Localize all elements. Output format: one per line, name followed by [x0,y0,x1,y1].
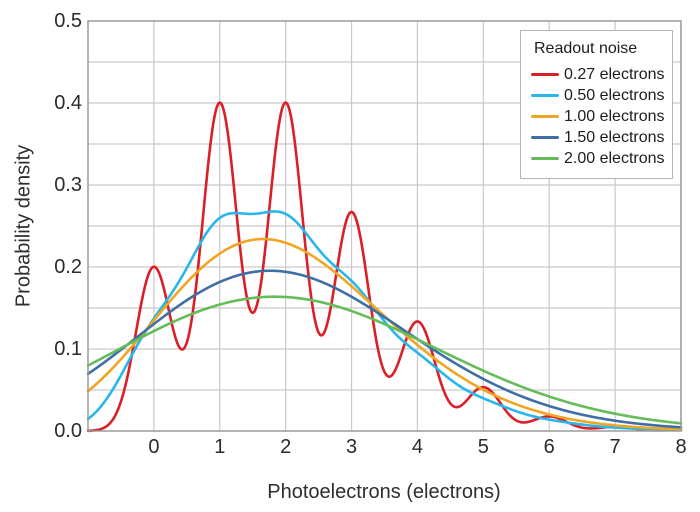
legend-item: 1.00 electrons [531,106,665,127]
y-tick-label: 0.4 [54,92,82,114]
x-axis-title: Photoelectrons (electrons) [267,481,501,503]
legend-swatch-1.50-electrons [531,136,559,139]
x-tick-label: 7 [609,436,621,458]
y-tick-label: 0.1 [54,338,82,360]
legend-swatch-0.50-electrons [531,94,559,97]
y-tick-label: 0.2 [54,256,82,278]
series-curve-1.50-electrons [86,269,683,429]
x-tick-label: 3 [345,436,358,458]
series-curve-2.00-electrons [86,295,683,425]
legend-item: 0.27 electrons [531,64,665,85]
x-tick-label: 1 [214,436,226,458]
y-tick-label: 0.5 [54,10,82,32]
plot-border [87,20,682,432]
legend-item-label: 0.27 electrons [564,65,665,83]
legend-swatch-2.00-electrons [531,157,559,160]
legend-swatch-1.00-electrons [531,115,559,118]
legend-item: 2.00 electrons [531,148,665,169]
legend-item: 0.50 electrons [531,85,665,106]
legend-items: 0.27 electrons 0.50 electrons 1.00 electro… [531,64,665,169]
x-tick-label: 2 [280,436,292,458]
legend-item-label: 0.50 electrons [564,86,665,104]
x-tick-label: 6 [543,436,555,458]
legend-item: 1.50 electrons [531,127,665,148]
legend-item-label: 2.00 electrons [564,149,665,167]
legend: Readout noise 0.27 electrons 0.50 electro… [520,30,673,179]
y-axis-title: Probability density [12,144,35,308]
y-tick-label: 0.3 [54,174,82,196]
x-tick-label: 8 [675,436,687,458]
x-tick-label: 0 [148,436,160,458]
legend-item-label: 1.00 electrons [564,107,665,125]
legend-item-label: 1.50 electrons [564,128,665,146]
legend-swatch-0.27-electrons [531,73,559,76]
series-curve-0.27-electrons [86,101,683,433]
legend-title: Readout noise [534,40,638,57]
y-tick-label: 0.0 [54,420,82,442]
x-tick-label: 4 [411,436,423,458]
series-curve-0.50-electrons [86,210,683,432]
x-tick-label: 5 [477,436,489,458]
